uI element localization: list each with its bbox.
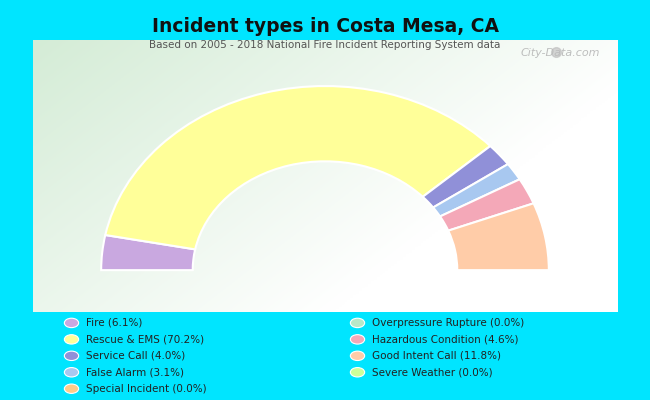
Text: Based on 2005 - 2018 National Fire Incident Reporting System data: Based on 2005 - 2018 National Fire Incid…	[150, 40, 500, 50]
Text: Service Call (4.0%): Service Call (4.0%)	[86, 351, 185, 361]
Text: Incident types in Costa Mesa, CA: Incident types in Costa Mesa, CA	[151, 17, 499, 36]
Ellipse shape	[64, 368, 79, 377]
Text: Special Incident (0.0%): Special Incident (0.0%)	[86, 384, 207, 394]
Text: False Alarm (3.1%): False Alarm (3.1%)	[86, 367, 184, 377]
Wedge shape	[101, 235, 195, 270]
Text: City-Data.com: City-Data.com	[521, 48, 600, 58]
Ellipse shape	[350, 335, 365, 344]
Ellipse shape	[350, 318, 365, 328]
Text: Good Intent Call (11.8%): Good Intent Call (11.8%)	[372, 351, 500, 361]
Wedge shape	[448, 203, 549, 270]
Wedge shape	[105, 86, 490, 249]
Text: Rescue & EMS (70.2%): Rescue & EMS (70.2%)	[86, 334, 204, 344]
Ellipse shape	[350, 351, 365, 360]
Ellipse shape	[350, 368, 365, 377]
Wedge shape	[422, 146, 508, 208]
Text: Hazardous Condition (4.6%): Hazardous Condition (4.6%)	[372, 334, 518, 344]
Ellipse shape	[64, 335, 79, 344]
Wedge shape	[440, 179, 534, 231]
Ellipse shape	[64, 351, 79, 360]
Text: Fire (6.1%): Fire (6.1%)	[86, 318, 142, 328]
Ellipse shape	[64, 384, 79, 394]
Text: Overpressure Rupture (0.0%): Overpressure Rupture (0.0%)	[372, 318, 524, 328]
Wedge shape	[433, 164, 519, 216]
Text: Severe Weather (0.0%): Severe Weather (0.0%)	[372, 367, 493, 377]
Ellipse shape	[64, 318, 79, 328]
